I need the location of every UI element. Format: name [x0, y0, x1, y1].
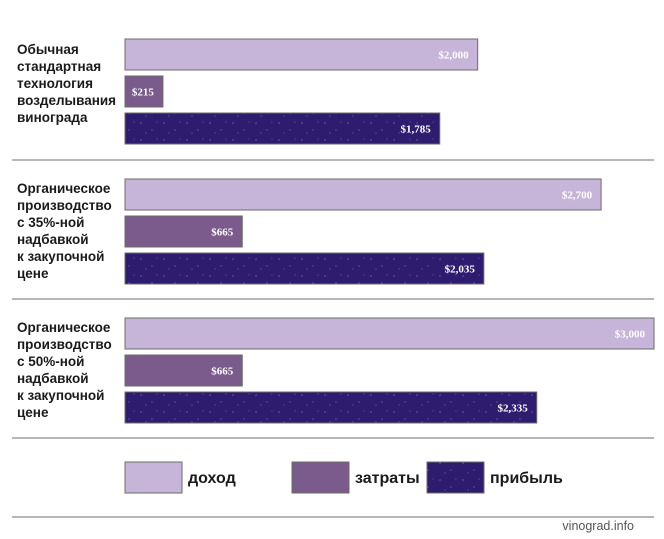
bar-value-label: $1,785: [401, 124, 432, 136]
bar-доход: [124, 38, 479, 71]
bars: $2,000 $215 $1,785 $2,700 $665 $2,035 $3,000 $6…: [124, 38, 655, 424]
category-labels: Обычная стандартная технология возделывания…: [17, 42, 116, 420]
legend-swatch-доход: [124, 461, 183, 494]
section-dividers: [12, 159, 654, 518]
bar-value-label: $3,000: [615, 329, 646, 341]
watermark: vinograd.info: [562, 519, 634, 533]
bar-затраты: [124, 354, 243, 387]
bar-value-label: $2,035: [445, 264, 476, 276]
legend-label: затраты: [355, 470, 420, 487]
bar-value-label: $215: [132, 87, 155, 99]
bar-затраты: [124, 75, 164, 108]
bar-value-label: $2,335: [497, 403, 528, 415]
legend-label: прибыль: [490, 470, 563, 487]
legend-swatch-затраты: [291, 461, 350, 494]
category-label: Обычная стандартная технология возделывания…: [17, 42, 116, 125]
legend-swatch-texture: [427, 462, 484, 493]
bar-доход: [124, 317, 655, 350]
bar-затраты: [124, 215, 243, 248]
bar-value-label: $665: [211, 366, 234, 378]
category-label: Органическое производство с 35%-ной надбавк…: [17, 181, 112, 281]
legend-label: доход: [188, 470, 236, 487]
bar-value-label: $2,700: [562, 190, 593, 202]
legend: доход затраты прибыль: [124, 461, 563, 494]
bar-доход: [124, 178, 602, 211]
bar-value-label: $665: [211, 227, 234, 239]
bar-texture: [125, 253, 484, 284]
bar-texture: [125, 113, 440, 144]
bar-texture: [125, 392, 537, 423]
category-label: Органическое производство с 50%-ной надбавк…: [17, 320, 112, 420]
bar-value-label: $2,000: [438, 50, 469, 62]
